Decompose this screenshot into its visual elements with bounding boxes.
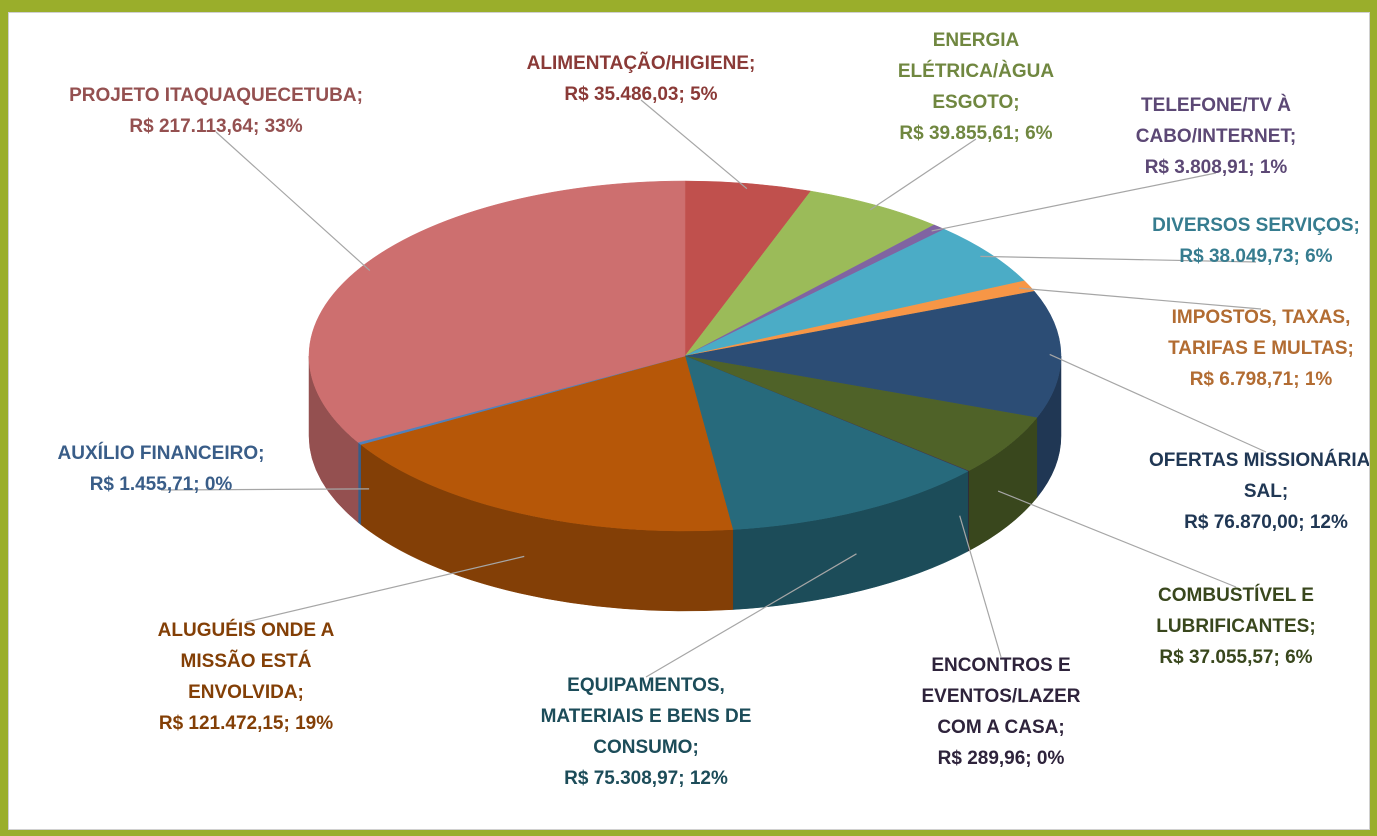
data-label: ALIMENTAÇÃO/HIGIENE; R$ 35.486,03; 5% (527, 52, 756, 105)
value-label: R$ 3.808,91; 1% (1145, 157, 1288, 178)
leader-line (997, 490, 1237, 588)
category-label: ALIMENTAÇÃO/HIGIENE; (527, 52, 756, 74)
category-label: DIVERSOS SERVIÇOS; (1152, 215, 1360, 236)
category-label: TARIFAS E MULTAS; (1168, 338, 1354, 359)
leader-line (869, 138, 977, 211)
value-label: R$ 6.798,71; 1% (1190, 369, 1333, 390)
value-label: R$ 121.472,15; 19% (159, 713, 333, 734)
category-label: SAL; (1244, 481, 1288, 502)
data-label: PROJETO ITAQUAQUECETUBA; R$ 217.113,64; 3… (69, 85, 363, 137)
value-label: R$ 76.870,00; 12% (1184, 512, 1348, 533)
category-label: ENVOLVIDA; (188, 682, 304, 703)
data-label: AUXÍLIO FINANCEIRO; R$ 1.455,71; 0% (58, 442, 265, 495)
value-label: R$ 38.049,73; 6% (1179, 246, 1332, 267)
category-label: ENERGIA (933, 30, 1020, 51)
leader-line (640, 99, 748, 190)
value-label: R$ 75.308,97; 12% (564, 768, 728, 789)
category-label: LUBRIFICANTES; (1156, 616, 1315, 637)
leader-line (931, 172, 1217, 232)
category-label: IMPOSTOS, TAXAS, (1172, 307, 1351, 328)
category-label: ALUGUÉIS ONDE A (158, 619, 335, 641)
category-label: CONSUMO; (593, 737, 699, 758)
leader-line (215, 131, 371, 272)
data-label: TELEFONE/TV À CABO/INTERNET; R$ 3.808,91; … (1136, 94, 1296, 178)
pie-slice (684, 355, 969, 530)
pie-slice (308, 180, 686, 443)
category-label: COMBUSTÍVEL E (1158, 584, 1314, 606)
category-label: CABO/INTERNET; (1136, 126, 1296, 147)
value-label: R$ 289,96; 0% (938, 748, 1065, 769)
leader-line (245, 555, 525, 623)
pie-slice (360, 355, 734, 532)
category-label: EVENTOS/LAZER (921, 686, 1080, 707)
data-label: ALUGUÉIS ONDE A MISSÃO ESTÁ ENVOLVIDA; R$ 1… (158, 619, 335, 734)
category-label: OFERTAS MISSIONÁRIAS (1149, 449, 1370, 471)
value-label: R$ 37.055,57; 6% (1159, 647, 1312, 668)
leader-line (645, 553, 857, 678)
data-label: IMPOSTOS, TAXAS, TARIFAS E MULTAS; R$ 6.79… (1168, 307, 1354, 390)
pie-side (357, 441, 361, 526)
category-label: COM A CASA; (937, 717, 1064, 738)
pie-slice (684, 228, 1026, 357)
pie-slice (684, 291, 1062, 418)
leader-line (1019, 287, 1262, 310)
data-label: COMBUSTÍVEL E LUBRIFICANTES; R$ 37.055,57;… (1156, 584, 1315, 668)
category-label: ENCONTROS E (931, 655, 1070, 676)
leader-line (980, 255, 1257, 263)
value-label: R$ 217.113,64; 33% (129, 116, 302, 137)
category-label: ELÉTRICA/ÀGUA (898, 60, 1055, 82)
leader-line (160, 488, 370, 491)
data-label: OFERTAS MISSIONÁRIAS SAL; R$ 76.870,00; 12… (1149, 449, 1370, 533)
pie-slice (684, 355, 1038, 472)
category-label: PROJETO ITAQUAQUECETUBA; (69, 85, 363, 106)
chart: ALIMENTAÇÃO/HIGIENE; R$ 35.486,03; 5% ENER… (8, 12, 1370, 830)
data-label: ENCONTROS E EVENTOS/LAZER COM A CASA; R$ 28… (921, 655, 1080, 769)
value-label: R$ 35.486,03; 5% (564, 84, 717, 105)
leader-line (959, 515, 1002, 658)
category-label: EQUIPAMENTOS, (567, 675, 725, 696)
category-label: ESGOTO; (932, 92, 1019, 113)
data-label: DIVERSOS SERVIÇOS; R$ 38.049,73; 6% (1152, 215, 1360, 267)
data-label: EQUIPAMENTOS, MATERIAIS E BENS DE CONSUMO;… (541, 675, 752, 789)
value-label: R$ 39.855,61; 6% (899, 123, 1052, 144)
category-label: MATERIAIS E BENS DE (541, 706, 752, 727)
category-label: TELEFONE/TV À (1141, 94, 1291, 116)
leader-line (1049, 353, 1267, 453)
data-label: ENERGIA ELÉTRICA/ÀGUA ESGOTO; R$ 39.855,61;… (898, 30, 1055, 144)
value-label: R$ 1.455,71; 0% (90, 474, 233, 495)
category-label: MISSÃO ESTÁ (181, 650, 312, 672)
category-label: AUXÍLIO FINANCEIRO; (58, 442, 265, 464)
